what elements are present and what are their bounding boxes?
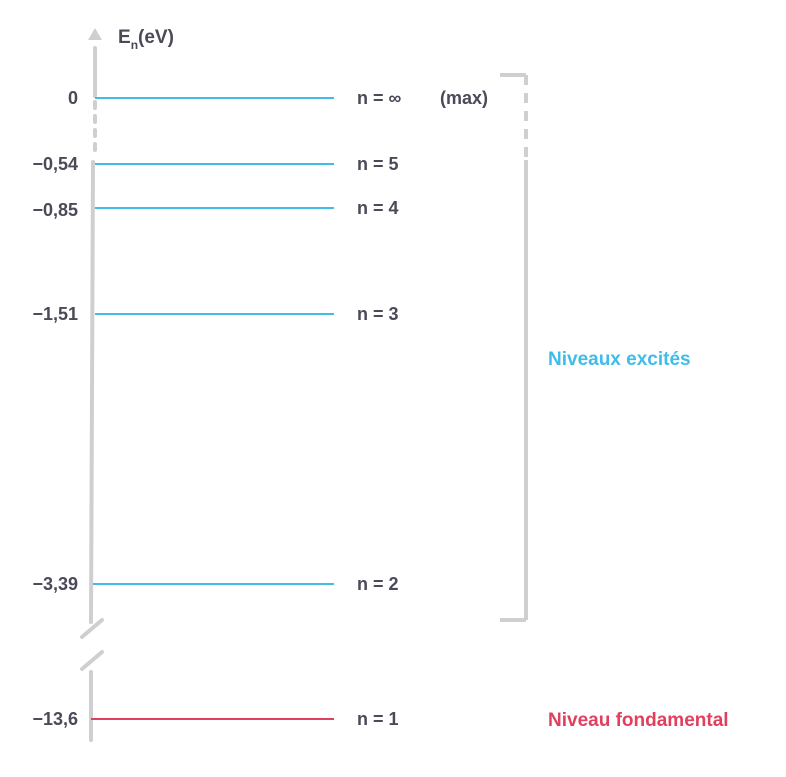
axis-main-segment <box>89 160 95 624</box>
level-energy-2: −3,39 <box>32 574 78 594</box>
level-row-2: −3,39 n = 2 <box>32 574 398 594</box>
level-row-1: −13,6 n = 1 <box>32 709 398 729</box>
axis-break-mark-bottom <box>80 650 104 671</box>
axis-break-mark-top <box>80 618 104 639</box>
axis-title: En(eV) <box>118 27 174 52</box>
excited-levels-label: Niveaux excités <box>548 349 691 370</box>
level-n-3: n = 3 <box>357 304 399 324</box>
level-energy-inf: 0 <box>68 88 78 108</box>
level-n-1: n = 1 <box>357 709 399 729</box>
axis-symbol: E <box>118 27 131 48</box>
level-row-4: −0,85 n = 4 <box>32 198 398 220</box>
level-energy-3: −1,51 <box>32 304 78 324</box>
excited-levels-bracket <box>500 73 528 622</box>
level-row-3: −1,51 n = 3 <box>32 304 398 324</box>
level-n-5: n = 5 <box>357 154 399 174</box>
energy-axis <box>80 46 104 742</box>
level-extra-inf: (max) <box>440 88 488 108</box>
axis-unit: (eV) <box>138 27 174 48</box>
level-n-4: n = 4 <box>357 198 399 218</box>
level-energy-4: −0,85 <box>32 200 78 220</box>
level-n-inf: n = ∞ <box>357 88 402 108</box>
level-row-inf: 0 n = ∞ (max) <box>68 88 488 108</box>
axis-arrowhead-icon <box>88 28 102 40</box>
energy-levels: 0 n = ∞ (max) −0,54 n = 5 −0,85 n = 4 −1… <box>32 88 488 729</box>
level-n-2: n = 2 <box>357 574 399 594</box>
level-energy-1: −13,6 <box>32 709 78 729</box>
ground-level-label: Niveau fondamental <box>548 710 729 731</box>
level-energy-5: −0,54 <box>32 154 78 174</box>
level-row-5: −0,54 n = 5 <box>32 154 398 174</box>
axis-subscript: n <box>131 38 138 52</box>
